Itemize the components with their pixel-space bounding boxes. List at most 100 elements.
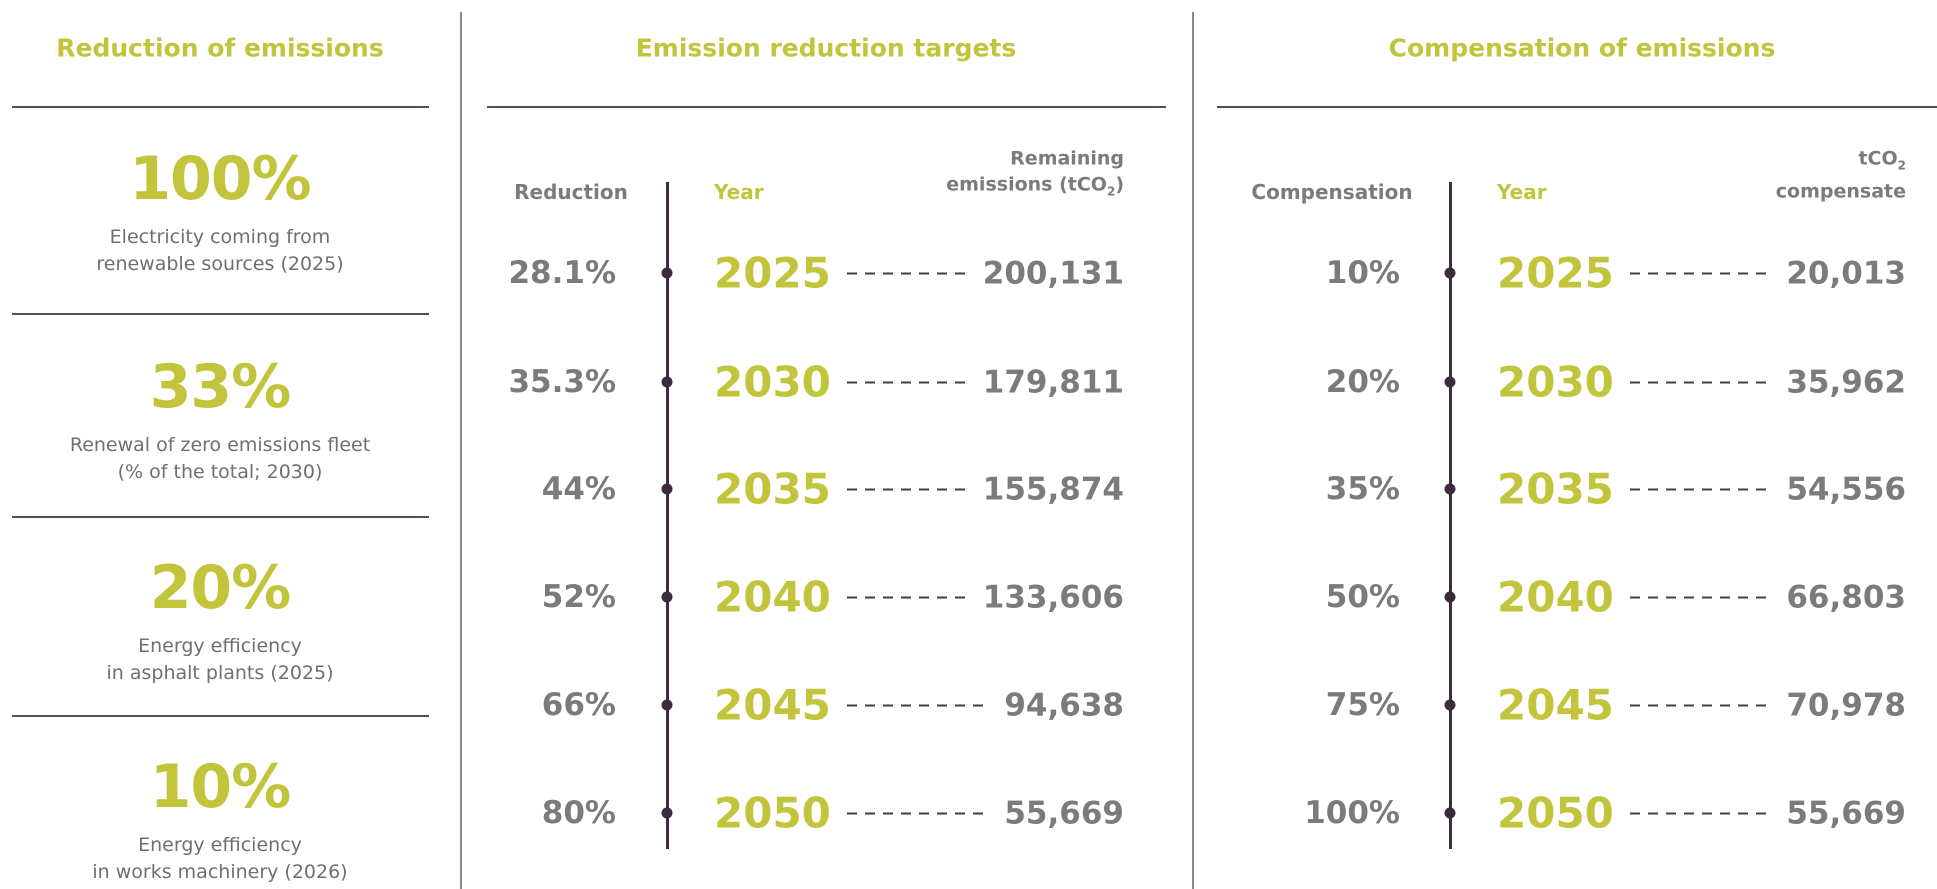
amount: 133,606 bbox=[982, 579, 1124, 615]
kpi-value: 10% bbox=[149, 752, 292, 822]
separator bbox=[12, 313, 429, 315]
percentage: 52% bbox=[541, 579, 616, 615]
target-row: 2030 179,811 bbox=[714, 358, 1124, 407]
amount: 94,638 bbox=[1004, 687, 1124, 723]
amount: 66,803 bbox=[1786, 579, 1906, 615]
separator bbox=[487, 106, 1166, 108]
timeline-dot bbox=[1444, 483, 1456, 495]
percentage: 20% bbox=[1325, 364, 1400, 400]
year: 2035 bbox=[1497, 464, 1614, 514]
header-text: tCO bbox=[1858, 147, 1898, 170]
column-header: Reduction bbox=[514, 180, 628, 204]
target-row: 2040 66,803 bbox=[1497, 573, 1906, 622]
year: 2030 bbox=[1497, 357, 1614, 407]
amount: 70,978 bbox=[1786, 687, 1906, 723]
kpi-label: Renewal of zero emissions fleet bbox=[69, 434, 371, 456]
divider bbox=[460, 12, 462, 889]
timeline-dot bbox=[1444, 267, 1456, 279]
target-row: 2050 55,669 bbox=[714, 789, 1124, 838]
dashed-connector bbox=[1629, 596, 1771, 598]
timeline-dot bbox=[661, 483, 673, 495]
kpi-value: 100% bbox=[129, 144, 311, 214]
column-header: Remaining emissions (tCO2) bbox=[946, 146, 1124, 205]
header-text: emissions (tCO bbox=[946, 173, 1107, 196]
percentage: 50% bbox=[1325, 579, 1400, 615]
separator bbox=[12, 715, 429, 717]
target-row: 2040 133,606 bbox=[714, 573, 1124, 622]
percentage: 66% bbox=[541, 687, 616, 723]
kpi-value: 33% bbox=[149, 352, 292, 422]
percentage: 80% bbox=[541, 795, 616, 831]
timeline-dot bbox=[661, 376, 673, 388]
timeline bbox=[1448, 182, 1452, 849]
target-row: 2045 70,978 bbox=[1497, 681, 1906, 730]
dashed-connector bbox=[1629, 704, 1771, 706]
timeline-dot bbox=[1444, 376, 1456, 388]
column-header: Year bbox=[1497, 180, 1547, 204]
year: 2025 bbox=[1497, 248, 1614, 298]
target-row: 2035 155,874 bbox=[714, 465, 1124, 514]
kpi-label: in works machinery (2026) bbox=[92, 861, 348, 883]
amount: 200,131 bbox=[982, 255, 1124, 291]
kpi-label: Energy efficiency bbox=[138, 834, 302, 856]
dashed-connector bbox=[1629, 272, 1771, 274]
percentage: 35% bbox=[1325, 471, 1400, 507]
timeline-dot bbox=[1444, 807, 1456, 819]
amount: 20,013 bbox=[1786, 255, 1906, 291]
amount: 55,669 bbox=[1004, 795, 1124, 831]
target-row: 2025 20,013 bbox=[1497, 249, 1906, 298]
dashed-connector bbox=[846, 596, 967, 598]
year: 2035 bbox=[714, 464, 831, 514]
amount: 179,811 bbox=[982, 364, 1124, 400]
percentage: 100% bbox=[1304, 795, 1400, 831]
target-row: 2025 200,131 bbox=[714, 249, 1124, 298]
separator bbox=[12, 516, 429, 518]
target-row: 2030 35,962 bbox=[1497, 358, 1906, 407]
kpi-value: 20% bbox=[149, 553, 292, 623]
target-row: 2050 55,669 bbox=[1497, 789, 1906, 838]
kpi-label: Energy efficiency bbox=[138, 635, 302, 657]
amount: 155,874 bbox=[982, 471, 1124, 507]
kpi-label: in asphalt plants (2025) bbox=[106, 662, 334, 684]
header-line: compensate bbox=[1775, 180, 1906, 203]
timeline bbox=[665, 182, 669, 849]
timeline-dot bbox=[1444, 591, 1456, 603]
timeline-dot bbox=[661, 591, 673, 603]
dashed-connector bbox=[846, 704, 989, 706]
percentage: 75% bbox=[1325, 687, 1400, 723]
percentage: 44% bbox=[541, 471, 616, 507]
column-header: Year bbox=[714, 180, 764, 204]
dashed-connector bbox=[1629, 812, 1771, 814]
header-text: ) bbox=[1115, 173, 1124, 196]
year: 2045 bbox=[1497, 680, 1614, 730]
year: 2030 bbox=[714, 357, 831, 407]
subscript: 2 bbox=[1106, 184, 1116, 199]
percentage: 35.3% bbox=[508, 364, 616, 400]
year: 2025 bbox=[714, 248, 831, 298]
subscript: 2 bbox=[1897, 158, 1906, 173]
amount: 55,669 bbox=[1786, 795, 1906, 831]
target-row: 2035 54,556 bbox=[1497, 465, 1906, 514]
section-title: Reduction of emissions bbox=[56, 33, 384, 63]
column-header: tCO2 compensate bbox=[1776, 146, 1906, 205]
dashed-connector bbox=[846, 381, 967, 383]
kpi-label: Electricity coming from bbox=[109, 226, 331, 248]
separator bbox=[12, 106, 429, 108]
year: 2045 bbox=[714, 680, 831, 730]
amount: 35,962 bbox=[1786, 364, 1906, 400]
divider bbox=[1192, 12, 1194, 889]
timeline-dot bbox=[661, 699, 673, 711]
dashed-connector bbox=[1629, 488, 1771, 490]
percentage: 10% bbox=[1325, 255, 1400, 291]
dashed-connector bbox=[846, 488, 967, 490]
dashed-connector bbox=[1629, 381, 1771, 383]
kpi-label: renewable sources (2025) bbox=[96, 253, 344, 275]
separator bbox=[1217, 106, 1937, 108]
year: 2040 bbox=[714, 572, 831, 622]
header-line: Remaining bbox=[1010, 147, 1124, 170]
year: 2050 bbox=[1497, 788, 1614, 838]
dashed-connector bbox=[846, 272, 967, 274]
percentage: 28.1% bbox=[508, 255, 616, 291]
timeline-dot bbox=[661, 267, 673, 279]
